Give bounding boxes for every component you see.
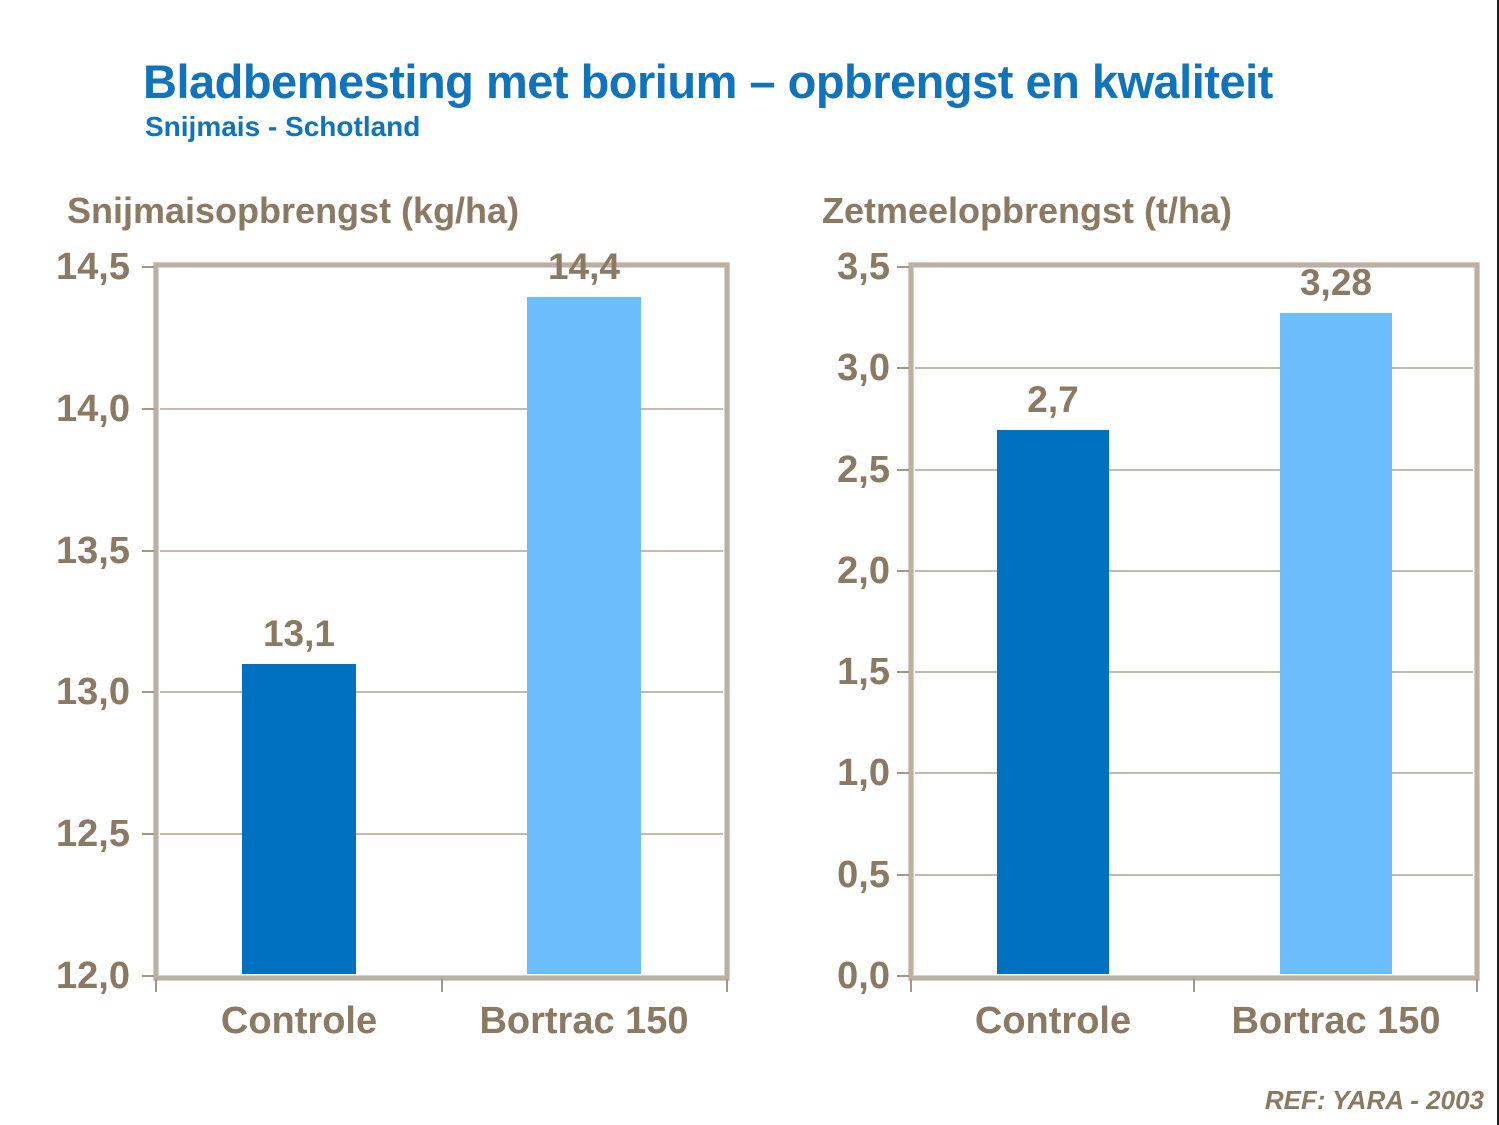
- gridline: [915, 874, 1473, 876]
- bar-bortrac-150: [1280, 313, 1392, 974]
- y-axis-label: 12,5: [56, 813, 130, 855]
- plot-area: [154, 263, 729, 980]
- page-subtitle: Snijmais - Schotland: [145, 111, 421, 142]
- y-axis-tick: [897, 469, 911, 471]
- y-axis-tick: [142, 833, 156, 835]
- x-axis-tick: [726, 979, 728, 992]
- y-axis-tick: [142, 408, 156, 410]
- y-axis-label: 2,5: [837, 449, 890, 491]
- y-axis-label: 14,5: [56, 246, 130, 288]
- x-axis-tick: [155, 979, 157, 992]
- y-axis-label: 0,0: [837, 955, 890, 997]
- bar-value-label: 3,28: [1299, 262, 1372, 303]
- category-label-bortrac-150: Bortrac 150: [479, 1000, 689, 1042]
- x-axis-tick: [441, 979, 443, 992]
- y-axis-tick: [897, 772, 911, 774]
- y-axis-tick: [142, 266, 156, 268]
- y-axis-label: 0,5: [837, 854, 890, 896]
- gridline: [160, 550, 723, 552]
- plot-area: [909, 263, 1479, 980]
- chart-title: Snijmaisopbrengst (kg/ha): [67, 190, 520, 231]
- bar-value-label: 2,7: [1027, 379, 1079, 420]
- bar-value-label: 13,1: [262, 613, 335, 654]
- y-axis-tick: [897, 874, 911, 876]
- y-axis-label: 3,0: [837, 347, 890, 389]
- x-axis-tick: [1476, 979, 1478, 992]
- gridline: [915, 570, 1473, 572]
- bar-controle: [242, 664, 356, 974]
- y-axis-label: 12,0: [56, 955, 130, 997]
- gridline: [160, 691, 723, 693]
- y-axis-label: 13,5: [56, 530, 130, 572]
- y-axis-label: 13,0: [56, 671, 130, 713]
- y-axis-label: 14,0: [56, 388, 130, 430]
- y-axis-tick: [897, 570, 911, 572]
- gridline: [915, 671, 1473, 673]
- category-label-controle: Controle: [220, 1000, 378, 1042]
- bar-bortrac-150: [527, 297, 641, 974]
- page-title: Bladbemesting met borium – opbrengst en …: [143, 55, 1273, 108]
- y-axis-tick: [897, 671, 911, 673]
- gridline: [915, 772, 1473, 774]
- slide-right-edge: [1497, 0, 1499, 1125]
- y-axis-tick: [142, 550, 156, 552]
- y-axis-label: 1,5: [837, 651, 890, 693]
- gridline: [915, 469, 1473, 471]
- y-axis-label: 2,0: [837, 550, 890, 592]
- y-axis-tick: [897, 367, 911, 369]
- reference-note: REF: YARA - 2003: [1264, 1085, 1484, 1115]
- y-axis-label: 1,0: [837, 752, 890, 794]
- gridline: [915, 367, 1473, 369]
- y-axis-tick: [142, 691, 156, 693]
- category-label-bortrac-150: Bortrac 150: [1231, 1000, 1441, 1042]
- y-axis-label: 3,5: [837, 246, 890, 288]
- y-axis-tick: [142, 975, 156, 977]
- y-axis-tick: [897, 975, 911, 977]
- bar-value-label: 14,4: [547, 246, 620, 287]
- chart-title: Zetmeelopbrengst (t/ha): [822, 190, 1233, 231]
- bar-controle: [997, 430, 1109, 974]
- gridline: [160, 833, 723, 835]
- y-axis-tick: [897, 266, 911, 268]
- x-axis-tick: [1193, 979, 1195, 992]
- category-label-controle: Controle: [974, 1000, 1132, 1042]
- x-axis-tick: [910, 979, 912, 992]
- gridline: [160, 408, 723, 410]
